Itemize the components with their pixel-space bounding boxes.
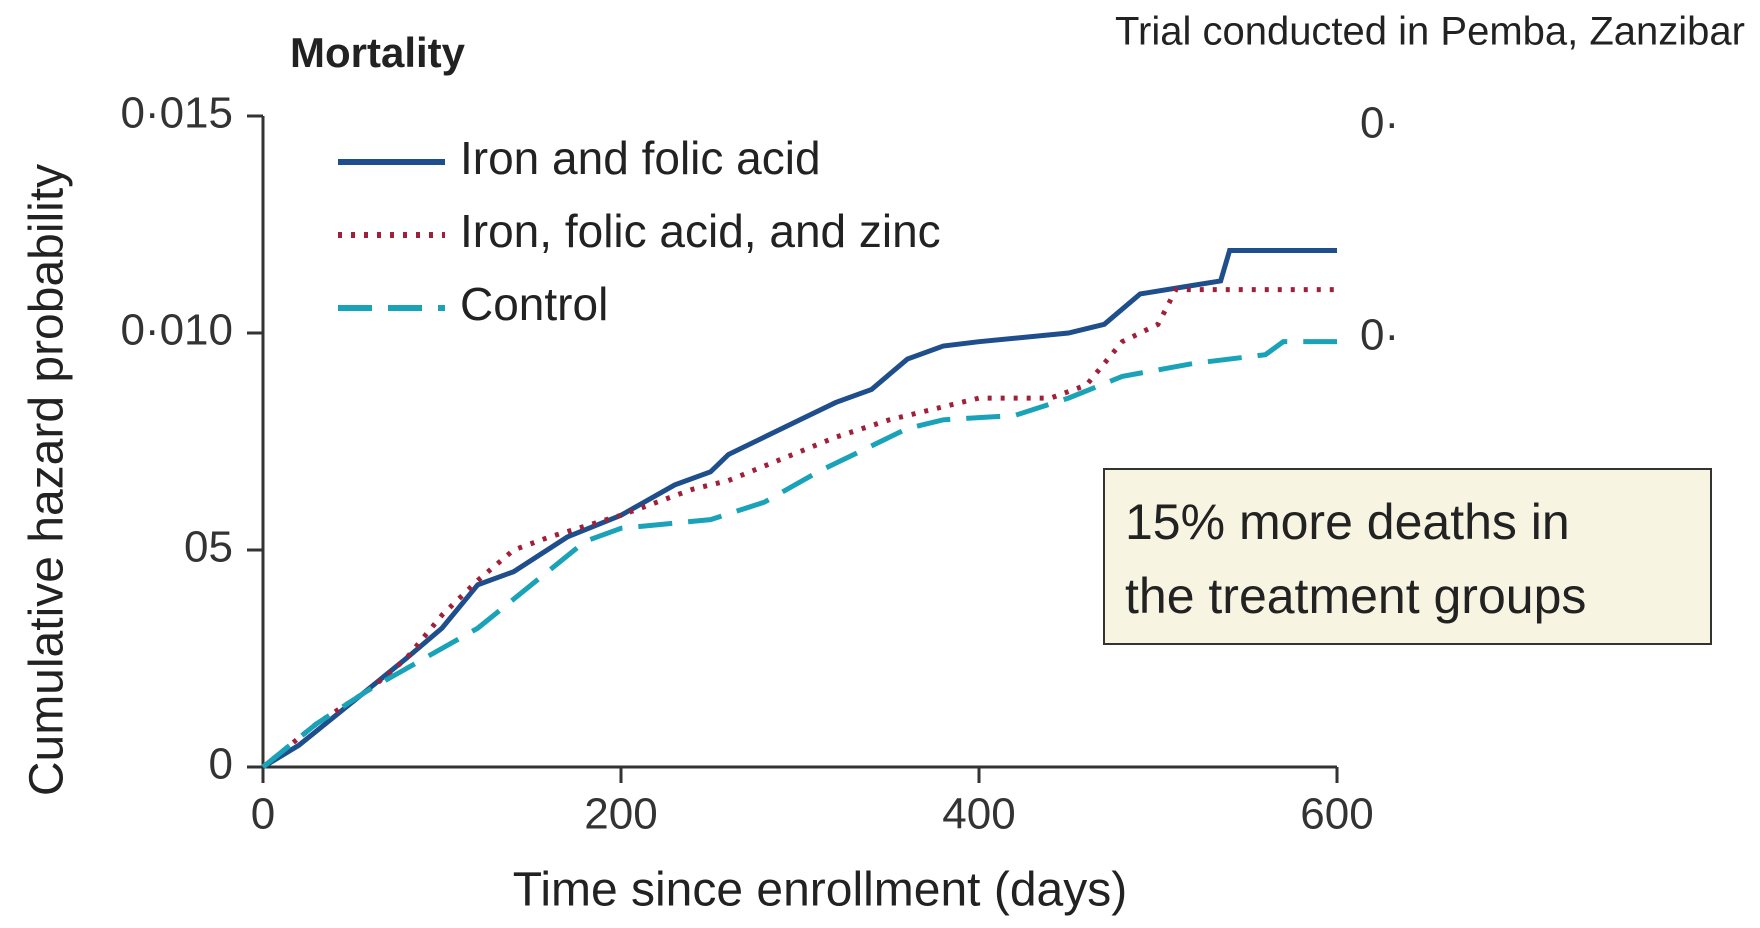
legend-label: Iron, folic acid, and zinc xyxy=(460,205,941,257)
annotation: the treatment groups xyxy=(1125,568,1586,624)
y-tick-label: 0 xyxy=(209,740,233,789)
y-tick-label: 05 xyxy=(184,523,233,572)
series-line xyxy=(261,287,1337,769)
fragment: 0· xyxy=(1360,99,1399,148)
legend-label: Iron and folic acid xyxy=(460,132,821,184)
x-tick-label: 200 xyxy=(584,790,657,839)
fragment: 0· xyxy=(1360,311,1399,360)
x-tick-label: 600 xyxy=(1300,790,1373,839)
chart-title: Mortality xyxy=(290,29,466,76)
x-axis-label: Time since enrollment (days) xyxy=(513,864,1127,917)
annotation-box xyxy=(1103,468,1712,645)
x-tick-label: 0 xyxy=(251,790,275,839)
y-axis-label: Cumulative hazard probability xyxy=(21,164,74,796)
x-tick-label: 400 xyxy=(942,790,1015,839)
series-line xyxy=(261,339,1337,769)
annotation: 15% more deaths in xyxy=(1125,494,1570,550)
y-tick-label: 0·015 xyxy=(120,89,233,138)
series-line xyxy=(261,248,1337,770)
subtitle: Trial conducted in Pemba, Zanzibar xyxy=(1115,10,1745,54)
legend-label: Control xyxy=(460,278,608,330)
y-tick-label: 0·010 xyxy=(120,306,233,355)
